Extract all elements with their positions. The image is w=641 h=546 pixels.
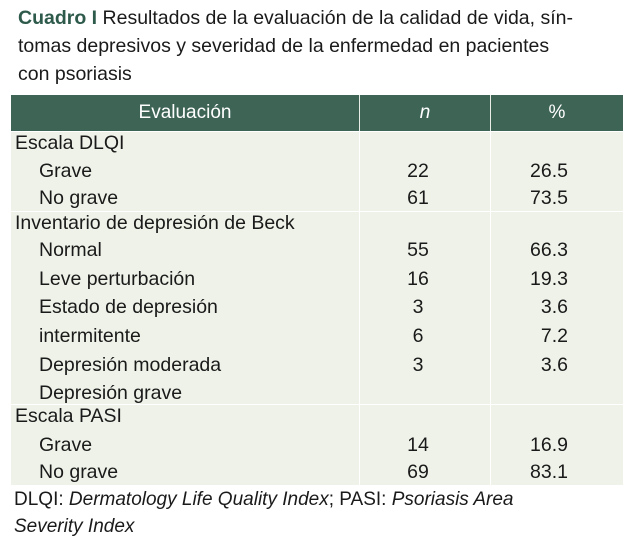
row-n: 16 bbox=[407, 268, 429, 290]
header-divider bbox=[490, 95, 491, 131]
row-pct: 19.3 bbox=[530, 268, 568, 290]
row-n: 55 bbox=[407, 239, 429, 261]
row-label: Grave bbox=[39, 160, 93, 182]
table-caption: Cuadro I Resultados de la evaluación de … bbox=[18, 4, 618, 88]
column-divider bbox=[490, 405, 491, 485]
row-n: 14 bbox=[407, 434, 429, 456]
header-n: n bbox=[419, 102, 431, 123]
row-n: 22 bbox=[407, 160, 429, 182]
column-divider bbox=[359, 132, 360, 211]
row-n: 61 bbox=[407, 187, 429, 209]
row-n: 3 bbox=[412, 354, 424, 376]
caption-line-2: tomas depresivos y severidad de la enfer… bbox=[18, 35, 550, 57]
row-pct: 73.5 bbox=[530, 187, 568, 209]
row-label: No grave bbox=[39, 461, 119, 483]
row-label: Depresión grave bbox=[39, 382, 183, 404]
row-label: intermitente bbox=[39, 325, 141, 347]
row-label: Depresión moderada bbox=[39, 354, 222, 376]
footnote-abbr-dlqi: DLQI: bbox=[14, 489, 64, 510]
row-label: Estado de depresión bbox=[39, 296, 218, 318]
footnote-separator: ; bbox=[328, 489, 334, 510]
column-divider bbox=[359, 212, 360, 404]
footnote-def-dlqi: Dermatology Life Quality Index bbox=[68, 489, 329, 510]
header-divider bbox=[359, 95, 360, 131]
group-escala-dlqi: Escala DLQI Grave 22 26.5 No grave 61 73… bbox=[11, 132, 623, 211]
column-divider bbox=[490, 212, 491, 404]
header-percent: % bbox=[548, 102, 566, 123]
table-header: Evaluación n % bbox=[11, 95, 623, 131]
row-n: 6 bbox=[412, 325, 424, 347]
header-evaluacion: Evaluación bbox=[138, 102, 232, 123]
row-pct: 26.5 bbox=[530, 160, 568, 182]
row-n: 3 bbox=[412, 296, 424, 318]
footnote-abbr-pasi: PASI: bbox=[339, 489, 387, 510]
column-divider bbox=[359, 405, 360, 485]
row-pct: 66.3 bbox=[530, 239, 568, 261]
caption-line-1: Resultados de la evaluación de la calida… bbox=[102, 7, 573, 29]
row-label: Normal bbox=[39, 239, 102, 261]
row-pct: 83.1 bbox=[530, 461, 568, 483]
footnote-def-pasi-part2: Severity Index bbox=[14, 516, 135, 537]
table-footnote: DLQI: Dermatology Life Quality Index; PA… bbox=[14, 486, 622, 540]
group-title: Escala DLQI bbox=[15, 132, 125, 154]
footnote-def-pasi-part1: Psoriasis Area bbox=[391, 489, 514, 510]
row-label: Leve perturbación bbox=[39, 268, 196, 290]
row-label: Grave bbox=[39, 434, 93, 456]
row-pct: 3.6 bbox=[540, 296, 568, 318]
results-table: Evaluación n % Escala DLQI Grave 22 26.5… bbox=[11, 95, 623, 485]
group-inventario-beck: Inventario de depresión de Beck Normal 5… bbox=[11, 212, 623, 404]
row-label: No grave bbox=[39, 187, 119, 209]
caption-label: Cuadro I bbox=[18, 7, 98, 29]
group-title: Escala PASI bbox=[15, 405, 122, 427]
group-escala-pasi: Escala PASI Grave 14 16.9 No grave 69 83… bbox=[11, 405, 623, 485]
row-pct: 16.9 bbox=[530, 434, 568, 456]
group-title: Inventario de depresión de Beck bbox=[15, 212, 295, 234]
row-n: 69 bbox=[407, 461, 429, 483]
row-pct: 7.2 bbox=[540, 325, 568, 347]
column-divider bbox=[490, 132, 491, 211]
caption-line-3: con psoriasis bbox=[18, 63, 132, 85]
row-pct: 3.6 bbox=[540, 354, 568, 376]
